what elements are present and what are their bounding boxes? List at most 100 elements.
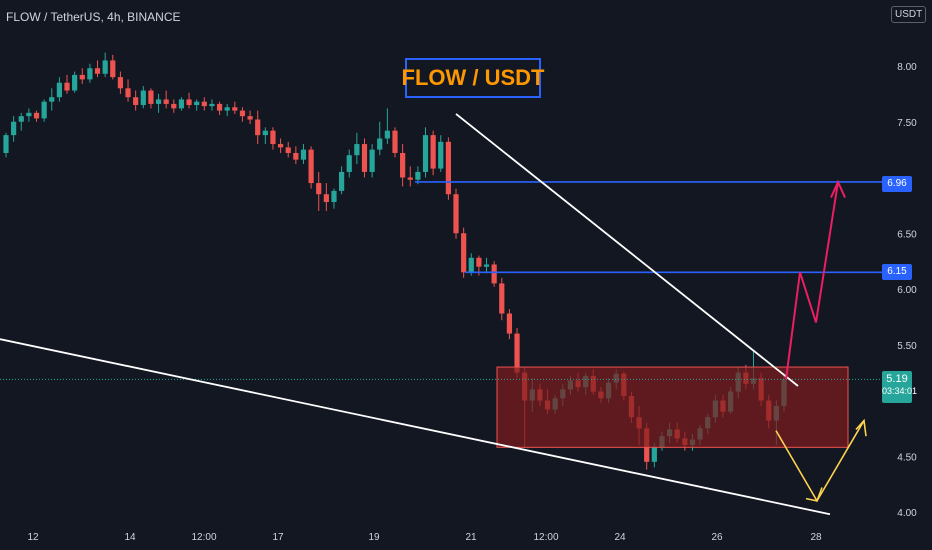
candle-body [346, 155, 352, 172]
candle-body [300, 149, 307, 160]
price-axis-label: 6.00 [897, 285, 917, 296]
time-axis-label: 12:00 [191, 532, 216, 543]
time-axis-label: 12:00 [533, 532, 558, 543]
candle-body [56, 82, 62, 98]
candle-body [430, 135, 436, 169]
candle-body [49, 97, 55, 102]
candle-body [285, 147, 291, 153]
candle-body [400, 152, 406, 178]
candle-body [651, 447, 657, 462]
candle-body [216, 103, 223, 111]
candle-body [110, 60, 116, 78]
candle-body [354, 144, 360, 156]
candle-body [224, 107, 230, 111]
bar-countdown: 03:34:01 [882, 386, 918, 396]
price-axis-label: 8.00 [897, 62, 917, 73]
time-axis-label: 12 [27, 532, 39, 543]
price-axis-label: 6.50 [897, 229, 917, 240]
candle-body [247, 116, 253, 120]
projection-alt-arrowhead-down [805, 487, 823, 502]
candle-body [117, 77, 124, 89]
time-axis-label: 26 [711, 532, 723, 543]
candle-body [3, 135, 9, 153]
descending-trendline [455, 113, 799, 387]
time-axis-label: 28 [810, 532, 822, 543]
candle-body [293, 152, 299, 160]
price-axis-label: 5.50 [897, 341, 917, 352]
range-box [496, 366, 849, 448]
candle-body [361, 144, 368, 172]
candle-body [133, 97, 139, 106]
candle-body [331, 190, 337, 203]
candle-body [422, 135, 429, 172]
price-axis-label: 4.50 [897, 452, 917, 463]
candle-body [26, 112, 32, 117]
candle-body [171, 103, 177, 109]
time-axis-label: 14 [124, 532, 136, 543]
time-axis-label: 17 [272, 532, 284, 543]
level-tag-upper: 6.96 [882, 176, 912, 192]
support-trendline [0, 338, 831, 516]
candle-body [392, 130, 398, 153]
candle-body [308, 149, 314, 184]
candle-body [445, 141, 451, 195]
candle-body [377, 138, 383, 150]
candle-body [384, 130, 390, 139]
candle-body [18, 116, 24, 122]
candle-body [87, 68, 93, 80]
candle-body [33, 112, 40, 119]
axes-layer: 8.00 7.50 6.50 6.00 5.50 4.50 4.00 12 14 12:00 17 1… [27, 62, 917, 543]
projection-up-arrowhead [830, 179, 846, 198]
candle-body [491, 264, 497, 284]
candle-body [94, 68, 101, 74]
candle-body [468, 257, 474, 273]
candle-body [499, 283, 505, 314]
candle-body [163, 99, 169, 104]
candle-body [140, 90, 146, 106]
candle-body [201, 101, 207, 107]
candle-body [232, 107, 238, 111]
candle-body [194, 101, 200, 106]
candle-body [323, 194, 329, 203]
candle-body [369, 149, 375, 172]
drawing-overlays [0, 113, 882, 516]
candle-body [178, 99, 185, 109]
candle-body [155, 99, 162, 104]
candle-body [438, 141, 444, 169]
projection-up-path [785, 181, 839, 380]
candle-body [316, 183, 322, 195]
candle-body [277, 144, 284, 148]
candle-body [461, 233, 467, 273]
time-axis-label: 21 [465, 532, 477, 543]
symbol-info: FLOW / TetherUS, 4h, BINANCE [6, 10, 181, 24]
candle-body [255, 119, 261, 136]
candle-body [239, 110, 246, 117]
candle-body [415, 171, 421, 180]
candle-body [125, 88, 131, 98]
price-axis-label: 4.00 [897, 508, 917, 519]
candle-body [476, 257, 482, 267]
candle-body [506, 313, 513, 334]
time-axis-label: 24 [614, 532, 626, 543]
candle-body [339, 171, 345, 191]
candle-body [102, 60, 108, 74]
candle-body [209, 103, 215, 107]
currency-badge[interactable]: USDT [891, 6, 927, 23]
candle-body [11, 121, 17, 136]
chart-title-box: FLOW / USDT [402, 58, 545, 98]
candle-body [148, 90, 154, 104]
last-price-tag: 5.19 03:34:01 [882, 371, 918, 403]
candle-body [64, 82, 70, 91]
last-price-value: 5.19 [886, 373, 908, 385]
candle-body [186, 99, 192, 106]
candle-body [483, 264, 490, 267]
time-axis-label: 19 [368, 532, 380, 543]
candle-body [407, 177, 413, 180]
candle-body [262, 130, 268, 136]
candle-body [270, 130, 276, 145]
projection-alt-arrowhead-up [855, 418, 867, 437]
candle-body [453, 194, 459, 234]
candle-body [41, 101, 47, 119]
level-tag-lower: 6.15 [882, 264, 912, 280]
